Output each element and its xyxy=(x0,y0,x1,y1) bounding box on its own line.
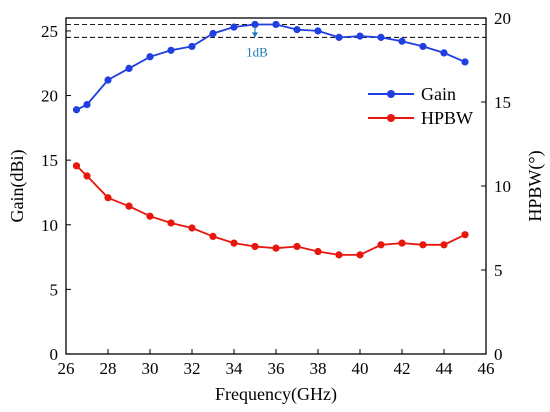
data-point-hpbw xyxy=(167,219,175,227)
data-point-hpbw xyxy=(335,251,343,259)
y-left-tick-label: 15 xyxy=(41,151,58,170)
data-point-gain xyxy=(209,29,217,38)
data-point-gain xyxy=(188,42,196,51)
data-point-hpbw xyxy=(251,242,259,251)
data-point-gain xyxy=(146,53,154,61)
y-right-tick-label: 5 xyxy=(494,261,503,280)
x-tick-label: 38 xyxy=(310,359,327,378)
y-left-tick-label: 0 xyxy=(50,345,59,364)
series-layer xyxy=(72,20,469,259)
y-right-tick-label: 10 xyxy=(494,177,511,196)
data-point-hpbw xyxy=(377,241,385,249)
data-point-gain xyxy=(461,58,469,66)
data-point-hpbw xyxy=(146,212,154,220)
data-point-gain xyxy=(398,37,406,45)
x-tick-label: 44 xyxy=(436,359,454,378)
x-tick-label: 28 xyxy=(100,359,117,378)
data-point-hpbw xyxy=(314,247,322,256)
data-point-gain xyxy=(272,20,280,29)
data-point-hpbw xyxy=(104,194,112,202)
data-point-gain xyxy=(83,100,91,109)
legend-hpbw-marker xyxy=(387,114,395,122)
y-left-tick-label: 5 xyxy=(50,280,59,299)
data-point-hpbw xyxy=(398,239,406,247)
x-tick-label: 46 xyxy=(478,359,495,378)
annotation-label: 1dB xyxy=(246,44,268,59)
data-point-gain xyxy=(356,32,364,40)
data-point-gain xyxy=(335,33,343,41)
data-point-gain xyxy=(293,26,301,34)
data-point-gain xyxy=(251,20,259,29)
data-point-hpbw xyxy=(461,231,469,239)
legend-hpbw-label: HPBW xyxy=(421,108,473,128)
data-point-gain xyxy=(440,49,448,57)
data-point-hpbw xyxy=(209,232,217,240)
x-tick-label: 34 xyxy=(226,359,244,378)
data-point-gain xyxy=(230,23,238,31)
y-right-tick-label: 0 xyxy=(494,345,503,364)
data-point-hpbw xyxy=(125,202,133,210)
series-line-hpbw xyxy=(75,165,466,256)
data-point-hpbw xyxy=(188,224,196,232)
data-point-gain xyxy=(314,27,322,35)
data-point-gain xyxy=(419,42,427,51)
data-point-gain xyxy=(104,76,112,84)
y-left-tick-label: 10 xyxy=(41,216,58,235)
x-tick-label: 40 xyxy=(352,359,369,378)
y-axis-right-title: HPBW(°) xyxy=(525,150,546,221)
x-tick-label: 32 xyxy=(184,359,201,378)
x-tick-label: 36 xyxy=(268,359,285,378)
data-point-gain xyxy=(167,46,175,54)
x-tick-label: 30 xyxy=(142,359,159,378)
x-axis-title: Frequency(GHz) xyxy=(215,384,337,405)
legend-gain-marker xyxy=(387,90,395,98)
data-point-gain xyxy=(72,106,81,114)
data-point-hpbw xyxy=(72,162,81,170)
y-right-tick-label: 15 xyxy=(494,93,511,112)
data-point-hpbw xyxy=(419,241,427,249)
annotation-arrow-head xyxy=(252,32,258,38)
data-point-hpbw xyxy=(230,239,238,247)
x-tick-label: 26 xyxy=(58,359,75,378)
y-left-tick-label: 25 xyxy=(41,22,58,41)
legend: Gain HPBW xyxy=(368,84,473,128)
data-point-hpbw xyxy=(293,242,301,251)
y-axis-left-title: Gain(dBi) xyxy=(7,150,28,223)
legend-gain-label: Gain xyxy=(421,84,456,104)
data-point-hpbw xyxy=(272,244,280,252)
data-point-gain xyxy=(125,64,133,72)
annotation-layer: 1dB xyxy=(246,25,268,59)
x-tick-label: 42 xyxy=(394,359,411,378)
y-left-tick-label: 20 xyxy=(41,87,58,106)
y-right-tick-label: 20 xyxy=(494,9,511,28)
data-point-gain xyxy=(377,33,385,41)
data-point-hpbw xyxy=(356,251,364,259)
data-point-hpbw xyxy=(440,241,448,249)
data-point-hpbw xyxy=(83,172,91,180)
